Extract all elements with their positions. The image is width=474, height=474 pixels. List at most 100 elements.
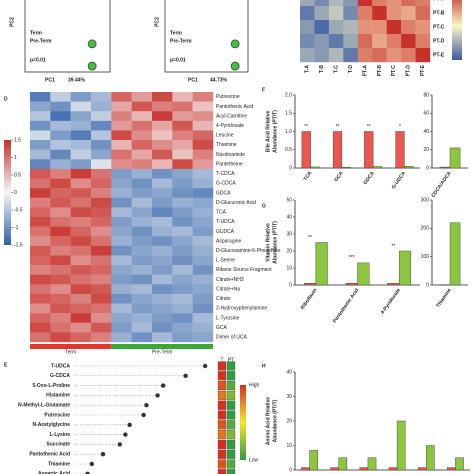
- heat-cell: [30, 217, 51, 227]
- x-tick-label: Thiamine: [435, 287, 453, 309]
- y-tick-label: 2.0: [285, 92, 292, 98]
- group-label: Pre-Term: [152, 349, 173, 355]
- heat-cell: [386, 34, 402, 49]
- bar: [387, 283, 400, 286]
- heat-cell: [91, 255, 112, 266]
- heat-cell: [70, 332, 92, 343]
- row-label: T-CDCA: [216, 171, 235, 177]
- heat-cell: [131, 236, 153, 247]
- heat-cell: [131, 322, 153, 333]
- heat-cell: [50, 303, 71, 314]
- heat-cell: [343, 0, 358, 7]
- heat-cell: [386, 0, 402, 7]
- heat-cell: [314, 0, 330, 7]
- heat-cell: [152, 188, 173, 198]
- panel-letter: F: [262, 87, 265, 93]
- heat-cell: [357, 34, 373, 49]
- heat-cell: [328, 20, 344, 35]
- row-label: L-Serine: [216, 258, 235, 264]
- heat-cell: [217, 361, 227, 371]
- row-label: Succinate: [46, 442, 70, 448]
- heat-cell: [131, 303, 153, 314]
- column-label: PT-D: [406, 65, 412, 77]
- y-axis-label: Abundance (PT/T): [272, 110, 278, 153]
- heat-cell: [70, 303, 92, 314]
- heat-cell: [217, 439, 227, 449]
- x-tick-label: GCA: [333, 170, 345, 183]
- heat-cell: [30, 332, 51, 343]
- heat-cell: [357, 20, 373, 35]
- column-label: PT-A: [362, 65, 368, 77]
- heat-cell: [111, 140, 132, 150]
- heat-cell: [70, 168, 92, 179]
- heat-cell: [152, 332, 173, 343]
- bar: [338, 457, 348, 471]
- heat-cell: [343, 34, 358, 49]
- x-tick-label: CDCA/ADCA: [430, 170, 453, 199]
- row-label: Dimer of UCA: [216, 335, 248, 341]
- row-label: 2-Hydroxyphenylamine: [216, 306, 267, 312]
- heat-cell: [111, 178, 132, 189]
- y-tick-label: 0.5: [285, 147, 292, 153]
- heat-cell: [70, 111, 92, 122]
- heat-cell: [30, 207, 51, 218]
- dot: [117, 442, 123, 447]
- bar: [398, 250, 412, 286]
- bar: [455, 457, 464, 471]
- heat-cell: [30, 265, 51, 275]
- heat-cell: [192, 245, 214, 256]
- heat-cell: [111, 284, 132, 295]
- heat-cell: [50, 284, 71, 295]
- heat-cell: [91, 217, 112, 227]
- heat-cell: [401, 6, 416, 21]
- heat-cell: [226, 410, 236, 420]
- heat-cell: [70, 274, 92, 285]
- heat-cell: [91, 188, 112, 198]
- heat-cell: [131, 120, 153, 131]
- heat-cell: [172, 332, 193, 343]
- row-label: Putrescine: [44, 412, 70, 418]
- heat-cell: [386, 20, 402, 35]
- heat-cell: [152, 322, 173, 333]
- heat-cell: [192, 188, 214, 198]
- row-label: Pantothenic Acid: [29, 452, 70, 458]
- heat-cell: [172, 178, 193, 189]
- y-axis-label: PC2: [9, 17, 15, 27]
- heat-cell: [50, 140, 71, 150]
- heat-cell: [50, 245, 71, 256]
- y-tick-label: 20: [423, 147, 429, 153]
- dot: [85, 471, 90, 474]
- row-label: Asparagine: [216, 238, 242, 244]
- heat-cell: [226, 400, 236, 410]
- heat-cell: [111, 111, 132, 122]
- heat-cell: [401, 34, 416, 49]
- heat-cell: [172, 245, 193, 256]
- heat-cell: [226, 459, 236, 469]
- p-value: p=0.01: [30, 57, 46, 63]
- x-axis-label: PC1: [45, 77, 55, 83]
- x-tick-label: 4-Pyridoxate: [380, 287, 402, 315]
- colorbar-label: 0.5: [14, 172, 21, 178]
- colorbar-label: 1: [14, 155, 17, 161]
- x-tick-label: Riboflavin: [300, 287, 319, 310]
- column-header: PT: [228, 357, 234, 363]
- y-tick-label: 300: [421, 197, 430, 203]
- heat-cell: [50, 332, 71, 343]
- heat-cell: [50, 313, 71, 323]
- annotation: **: [308, 235, 312, 241]
- heat-cell: [172, 274, 193, 285]
- row-label: Ribose Source Fragment: [216, 267, 272, 273]
- heat-cell: [172, 111, 193, 122]
- colorbar: [452, 0, 462, 60]
- row-label: Nicotinamide: [216, 152, 245, 158]
- row-label: TCA: [216, 210, 227, 216]
- row-label: PT-B: [433, 10, 445, 16]
- y-tick-label: 0: [289, 165, 292, 171]
- heat-cell: [226, 430, 236, 440]
- heat-cell: [192, 149, 214, 160]
- row-label: Acyl-Carnitine: [216, 113, 247, 119]
- heat-cell: [415, 0, 431, 7]
- y-axis-label: Bile Acid Relative: [265, 110, 271, 152]
- heat-cell: [111, 120, 132, 131]
- heat-cell: [226, 449, 236, 459]
